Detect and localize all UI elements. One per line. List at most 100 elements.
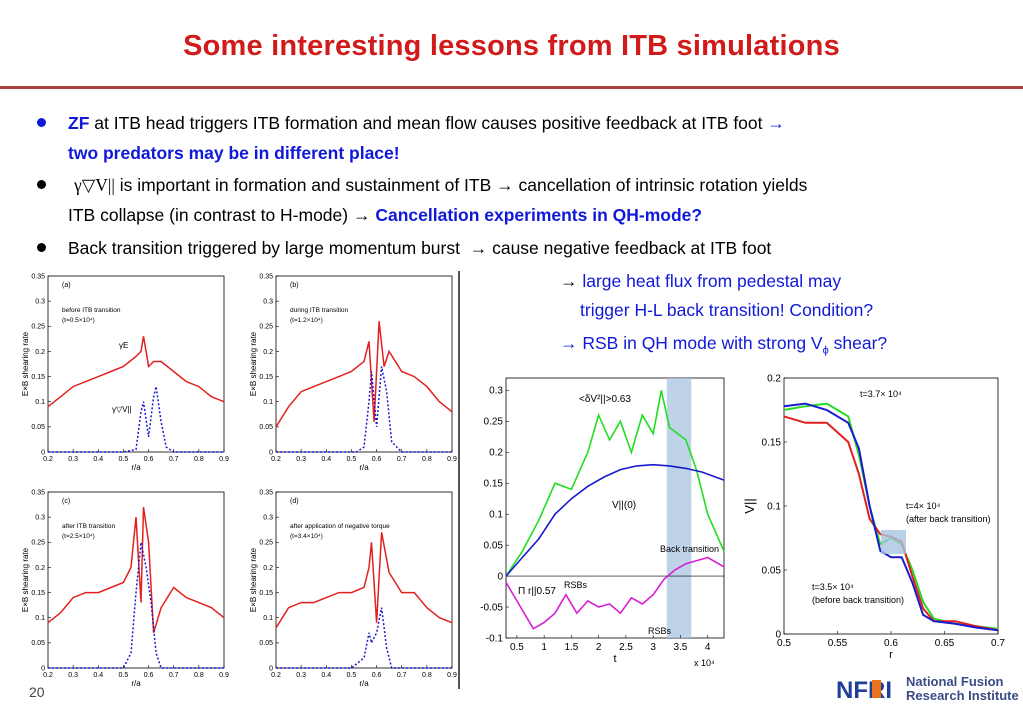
y-tick-label: 0.3 <box>263 298 273 305</box>
x-tick-label: 0.5 <box>347 672 357 679</box>
y-tick-label: 0.05 <box>484 540 504 551</box>
chart-panel-d: 0.2 0.3 0.4 0.5 0.6 0.7 0.8 0.9 0 0.05 0.1 0.15 0.2 0… <box>248 486 460 691</box>
bullet-3-text2: cause negative feedback at ITB foot <box>487 238 772 258</box>
x-tick-label: 0.4 <box>321 456 331 463</box>
bullet-2-line2: ITB collapse (in contrast to H-mode) → C… <box>68 204 702 226</box>
y-tick-label: 0.15 <box>762 437 782 448</box>
slide-title: Some interesting lessons from ITB simula… <box>183 30 840 62</box>
y-tick-label: 0.35 <box>31 489 45 496</box>
chart-time: 0.5 1 1.5 2 2.5 3 3.5 4 -0.1 -0.05 0 0.05 0.1 0.15 0.2… <box>480 377 725 668</box>
y-tick-label: 0.1 <box>767 501 781 512</box>
shaded-region <box>881 530 906 554</box>
title-rule <box>0 86 1023 89</box>
y-tick-label: 0.2 <box>35 565 45 572</box>
bullet-2-text: is important in formation and sustainmen… <box>114 175 497 195</box>
y-axis-label: V|| <box>742 498 757 513</box>
series-line <box>48 386 224 453</box>
y-tick-label: 0.15 <box>259 590 273 597</box>
y-tick-label: 0 <box>497 571 503 582</box>
x-tick-label: 0.8 <box>194 672 204 679</box>
y-tick-label: -0.05 <box>480 602 503 613</box>
bullet-2: γ▽V|| is important in formation and sust… <box>74 174 807 196</box>
panel-label: (d) <box>290 498 299 505</box>
y-tick-label: 0.2 <box>35 349 45 356</box>
annotation-after: (after back transition) <box>906 514 991 524</box>
bullet-1-line2: two predators may be in different place! <box>68 143 400 163</box>
institute-line-1: National Fusion <box>906 674 1004 689</box>
y-tick-label: 0 <box>775 629 781 640</box>
series-line <box>47 506 225 634</box>
bullet-1-text: at ITB head triggers ITB formation and m… <box>89 113 768 133</box>
y-tick-label: 0 <box>41 449 45 456</box>
y-axis-label: E×B shearing rate <box>21 547 30 612</box>
y-tick-label: 0.15 <box>31 590 45 597</box>
x-tick-label: 0.5 <box>119 672 129 679</box>
y-tick-label: 0.05 <box>259 424 273 431</box>
arrow-icon: → <box>352 205 371 225</box>
x-tick-label: 0.5 <box>777 638 791 649</box>
x-tick-label: 0.2 <box>43 672 53 679</box>
gamma-v-label: γ▽V|| <box>112 405 132 414</box>
y-axis-label: E×B shearing rate <box>249 331 258 396</box>
y-tick-label: 0.1 <box>489 510 503 521</box>
chart-profile: 0.5 0.55 0.6 0.65 0.7 0 0.05 0.1 0.15 0.2 r V|| t=3.… <box>742 373 1005 661</box>
x-tick-label: 3 <box>650 642 656 653</box>
y-tick-label: 0.3 <box>263 514 273 521</box>
y-tick-label: 0.3 <box>35 298 45 305</box>
y-tick-label: 0.25 <box>31 324 45 331</box>
y-tick-label: 0.2 <box>263 349 273 356</box>
note-1-text: large heat flux from pedestal may <box>577 271 842 291</box>
shaded-region <box>666 378 692 638</box>
x-tick-label: 0.8 <box>194 456 204 463</box>
arrow-icon: → <box>560 271 578 291</box>
series-line <box>276 366 452 453</box>
x-tick-label: 0.9 <box>219 456 229 463</box>
x-tick-label: 0.2 <box>271 456 281 463</box>
bullet-3-text: Back transition triggered by large momen… <box>68 238 465 258</box>
note-3-text: RSB in QH mode with strong V <box>577 333 823 353</box>
x-tick-label: 0.3 <box>68 456 78 463</box>
x-tick-label: 0.9 <box>447 672 457 679</box>
bullet-1: ZF at ITB head triggers ITB formation an… <box>68 112 785 134</box>
chart-b: 0.2 0.3 0.4 0.5 0.6 0.7 0.8 0.9 0 0.05 0.1 0.15 0.2 0… <box>249 273 457 472</box>
x-tick-label: 0.2 <box>271 672 281 679</box>
annotation-rsbs: RSBs <box>648 626 672 636</box>
y-tick-label: 0.1 <box>263 615 273 622</box>
institute-line-2: Research Institute <box>906 688 1019 703</box>
x-tick-label: 1.5 <box>564 642 578 653</box>
arrow-icon: → <box>560 333 578 353</box>
panel-time: (t=1.2×10⁴) <box>290 317 323 324</box>
y-tick-label: 0.3 <box>35 514 45 521</box>
x-tick-label: 4 <box>705 642 711 653</box>
annotation-t37: t=3.7× 10⁴ <box>860 389 902 399</box>
series-line <box>505 463 725 577</box>
chart-panel-b: 0.2 0.3 0.4 0.5 0.6 0.7 0.8 0.9 0 0.05 0.1 0.15 0.2 0… <box>248 270 460 475</box>
series-line <box>276 607 452 669</box>
plot-frame <box>275 275 453 453</box>
y-tick-label: 0 <box>41 665 45 672</box>
y-tick-label: 0.3 <box>489 386 503 397</box>
x-tick-label: 0.7 <box>397 456 407 463</box>
panel-subtitle: after application of negative torque <box>290 523 390 530</box>
bullet-1-lead: ZF <box>68 113 90 133</box>
x-tick-label: 0.3 <box>296 672 306 679</box>
y-tick-label: 0.15 <box>259 374 273 381</box>
x-tick-label: 0.3 <box>68 672 78 679</box>
bullet-2-plain: ITB collapse (in contrast to H-mode) <box>68 205 353 225</box>
y-tick-label: 0.2 <box>263 565 273 572</box>
y-tick-label: 0.25 <box>484 417 504 428</box>
x-multiplier: x 10⁴ <box>694 658 715 668</box>
series-line <box>505 390 725 577</box>
x-tick-label: 0.4 <box>321 672 331 679</box>
panel-subtitle: before ITB transition <box>62 307 121 314</box>
annotation-t4: t=4× 10⁴ <box>906 501 941 511</box>
annotation-dv2: <δV²||>0.63 <box>579 394 631 405</box>
bullet-dot <box>37 180 46 189</box>
x-tick-label: 0.8 <box>422 672 432 679</box>
x-tick-label: 0.3 <box>296 456 306 463</box>
x-tick-label: 1 <box>541 642 547 653</box>
chart-d: 0.2 0.3 0.4 0.5 0.6 0.7 0.8 0.9 0 0.05 0.1 0.15 0.2 0… <box>249 489 457 688</box>
panel-subtitle: after ITB transition <box>62 523 115 530</box>
x-tick-label: 0.6 <box>372 456 382 463</box>
x-tick-label: 0.6 <box>884 638 898 649</box>
